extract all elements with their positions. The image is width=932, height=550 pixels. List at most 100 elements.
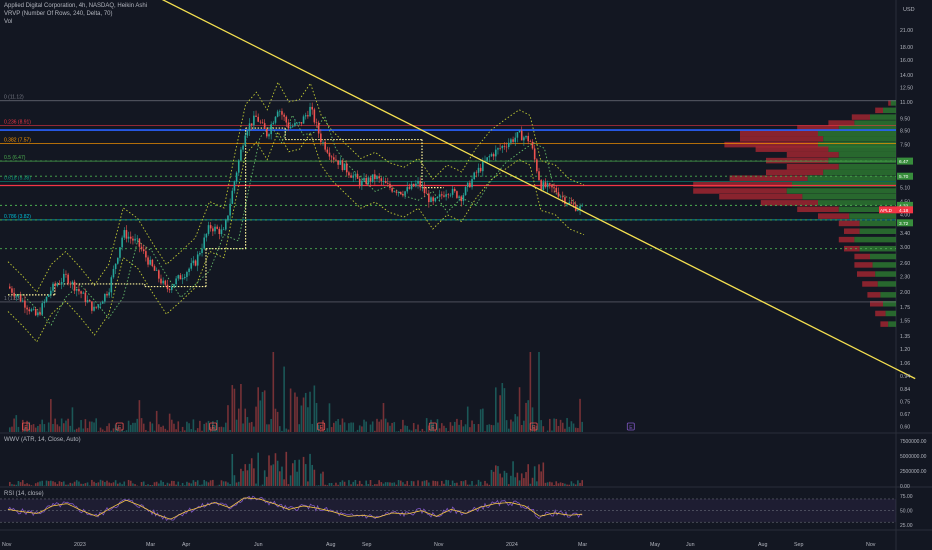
wwv-bar — [132, 483, 134, 486]
volume-bar — [408, 429, 411, 432]
price-tick-label: 0.75 — [900, 399, 910, 405]
profile-bar-down — [870, 301, 883, 307]
wwv-bar — [581, 480, 583, 486]
wwv-bar — [291, 463, 294, 486]
wwv-legend: WWV (ATR, 14, Close, Auto) — [4, 436, 81, 444]
wwv-bar — [196, 480, 199, 486]
candle-body — [43, 301, 46, 304]
profile-bar-down — [693, 181, 792, 188]
wwv-bar — [37, 482, 39, 486]
profile-bar-down — [818, 213, 850, 219]
candle-body — [419, 181, 421, 188]
trendline[interactable] — [0, 0, 916, 380]
symbol-title[interactable]: Applied Digital Corporation, 4h, NASDAQ,… — [4, 3, 148, 9]
volume-bar — [47, 422, 50, 432]
candle-body — [289, 126, 292, 129]
volume-bar — [477, 424, 480, 432]
candle-body — [291, 125, 294, 127]
candle-body — [514, 137, 517, 142]
candle-body — [296, 122, 298, 124]
candle-body — [181, 278, 184, 280]
wwv-bar — [205, 481, 208, 486]
price-axis[interactable]: USD 21.00 18.00 16.00 14.00 12.50 11.00 9.50 8.5… — [900, 7, 927, 529]
time-axis[interactable]: Nov 2023 Mar Apr Jun Aug Sep Nov 2024 Mar May Jun Au… — [2, 542, 876, 548]
candle-body — [382, 180, 385, 182]
volume-bar — [207, 420, 210, 432]
wwv-bar — [542, 462, 545, 486]
candle-body — [557, 192, 560, 197]
profile-bar-down — [851, 114, 870, 120]
volume-bar — [568, 426, 571, 432]
candle-body — [505, 146, 508, 148]
wwv-bar — [482, 485, 484, 486]
candle-body — [205, 233, 208, 238]
volume-bar — [218, 427, 221, 432]
volume-bar — [127, 420, 130, 432]
candle-body — [320, 133, 322, 143]
volume-bar — [559, 419, 562, 432]
candle-body — [561, 196, 564, 198]
candle-body — [568, 202, 571, 204]
volume-bar — [393, 422, 396, 432]
volume-bar — [311, 423, 313, 432]
wwv-bar — [173, 480, 175, 486]
vrvp-label[interactable]: VRVP (Number Of Rows, 240, Delta, 70) — [4, 11, 113, 17]
wwv-bar — [374, 484, 376, 486]
volume-bar — [518, 387, 521, 432]
candle-body — [469, 182, 471, 188]
volume-bar — [158, 424, 160, 432]
volume-bar — [339, 424, 342, 432]
candle-body — [136, 238, 139, 240]
candle-body — [218, 228, 221, 235]
wwv-bar — [114, 480, 117, 486]
candle-body — [160, 278, 162, 284]
wwv-bar — [58, 481, 61, 486]
wwv-bar — [279, 471, 281, 486]
volume-bar — [214, 425, 216, 432]
wwv-bar — [145, 485, 147, 486]
candle-body — [402, 194, 404, 196]
candle-body — [333, 157, 335, 160]
volume-bar — [501, 383, 504, 432]
wwv-bar — [501, 477, 504, 486]
volume-bar — [441, 423, 443, 432]
wwv-bar — [520, 473, 523, 486]
volume-bar — [447, 431, 450, 432]
volume-bar — [60, 418, 63, 432]
wwv-bar — [531, 477, 534, 486]
wwv-tick-label: 5000000.00 — [900, 454, 927, 460]
volume-bar — [304, 392, 307, 432]
volume-bar — [140, 418, 143, 432]
candle-body — [41, 303, 43, 315]
vol-label[interactable]: Vol — [4, 19, 13, 25]
wwv-label[interactable]: WWV (ATR, 14, Close, Auto) — [4, 437, 81, 443]
wwv-bar — [237, 481, 240, 486]
volume-bar — [330, 427, 333, 432]
wwv-bar — [194, 481, 197, 486]
profile-bar-up — [818, 130, 896, 137]
candle-body — [101, 301, 104, 304]
candle-body — [492, 154, 495, 157]
volume-bar — [298, 424, 301, 432]
candle-body — [220, 229, 223, 235]
candle-body — [106, 293, 108, 296]
candle-body — [69, 283, 72, 285]
wwv-bar — [39, 481, 41, 486]
volume-bar — [315, 402, 318, 432]
volume-bar — [423, 431, 426, 432]
fib-label: 0.618 (5.38) — [4, 176, 31, 182]
rsi-label[interactable]: RSI (14, close) — [4, 491, 44, 497]
candle-body — [376, 176, 378, 180]
candle-body — [579, 206, 581, 210]
profile-bar-up — [818, 200, 896, 206]
candle-body — [134, 238, 136, 241]
wwv-bar — [376, 484, 378, 486]
volume-bar — [566, 418, 568, 432]
volume-bar — [188, 423, 190, 432]
wwv-bar — [121, 484, 123, 486]
volume-bar — [551, 430, 553, 432]
volume-bar — [168, 413, 171, 432]
price-tick-label: 2.30 — [900, 274, 910, 280]
